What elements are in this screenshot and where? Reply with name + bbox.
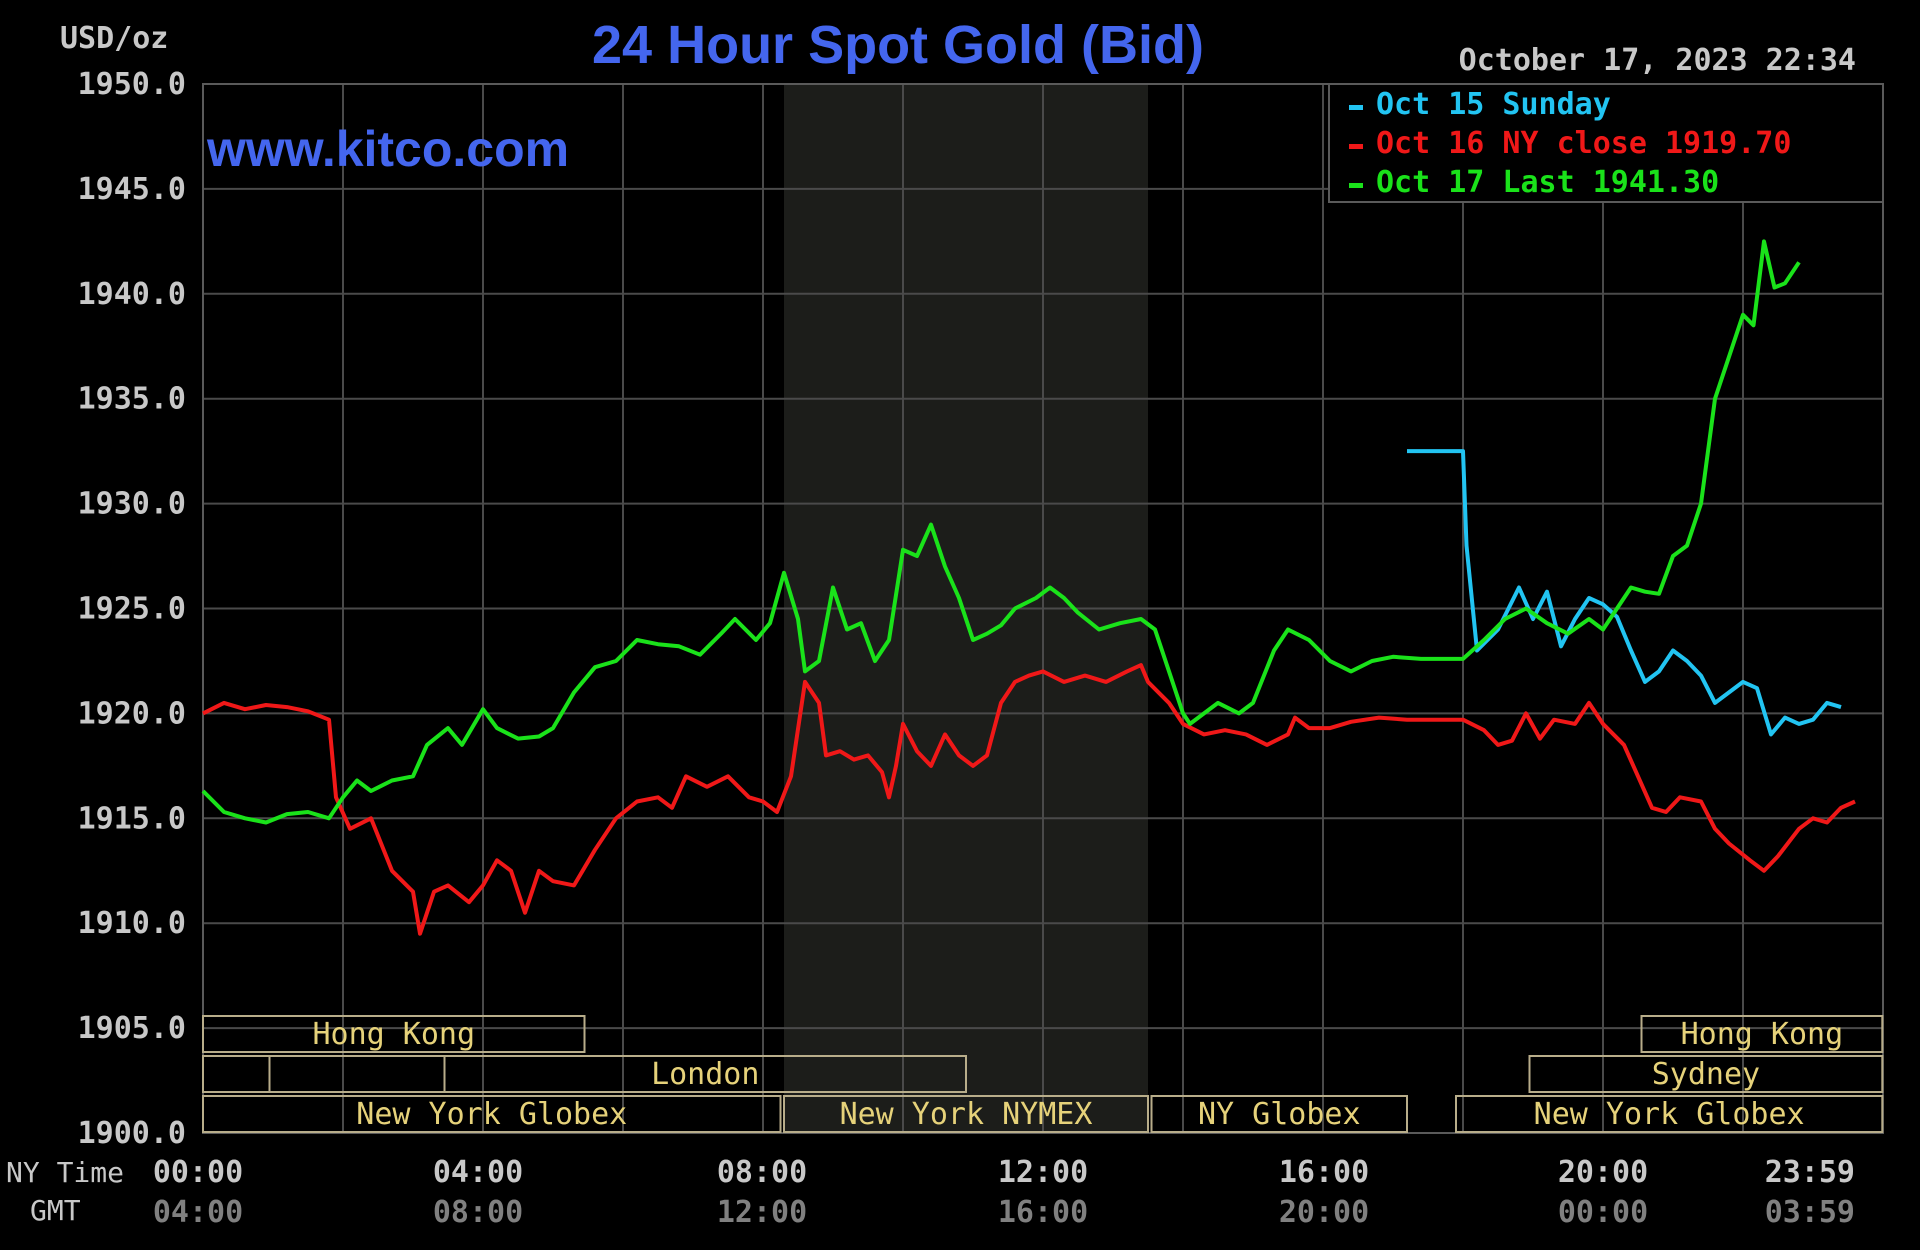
legend-entry: Oct 15 Sunday <box>1376 87 1611 122</box>
series-line-1 <box>202 663 1856 936</box>
y-tick-label: 1910.0 <box>78 906 186 941</box>
session-label: NY Globex <box>1198 1097 1361 1132</box>
session-box <box>202 1095 782 1133</box>
price-series <box>201 239 1856 936</box>
session-box <box>202 1015 586 1053</box>
gmt-label: GMT <box>30 1194 81 1227</box>
session-box <box>443 1055 967 1093</box>
chart-timestamp: October 17, 2023 22:34 <box>1459 43 1856 78</box>
watermark: www.kitco.com <box>206 121 569 177</box>
y-tick-label: 1930.0 <box>78 487 186 522</box>
x-tick-label-gmt: 00:00 <box>1558 1195 1648 1230</box>
x-tick-label-ny: 20:00 <box>1558 1155 1648 1190</box>
y-tick-label: 1905.0 <box>78 1011 186 1046</box>
x-tick-label-ny: 04:00 <box>433 1155 523 1190</box>
session-box <box>1455 1095 1884 1133</box>
session-label: New York Globex <box>1534 1097 1805 1132</box>
legend-entry: Oct 16 NY close 1919.70 <box>1376 126 1791 161</box>
y-axis-unit: USD/oz <box>60 21 168 56</box>
x-tick-label-gmt: 12:00 <box>717 1195 807 1230</box>
y-axis-ticks: 1950.0 1945.0 1940.0 1935.0 1930.0 1925.0 1920… <box>78 67 186 1151</box>
y-tick-label: 1945.0 <box>78 172 186 207</box>
legend-box <box>1328 83 1884 203</box>
legend-marker <box>1349 144 1363 149</box>
session-label: Hong Kong <box>312 1017 475 1052</box>
legend-marker <box>1349 105 1363 110</box>
session-box <box>783 1095 1149 1133</box>
ny-time-label: NY Time <box>6 1156 124 1189</box>
y-tick-label: 1920.0 <box>78 696 186 731</box>
x-tick-label-ny: 12:00 <box>998 1155 1088 1190</box>
x-tick-label-gmt: 16:00 <box>998 1195 1088 1230</box>
y-tick-label: 1950.0 <box>78 67 186 102</box>
x-axis-ticks: NY Time GMT 00:00 04:00 08:00 12:00 16:00 20:… <box>6 1155 1855 1230</box>
y-tick-label: 1925.0 <box>78 592 186 627</box>
x-tick-label-ny: 16:00 <box>1279 1155 1369 1190</box>
session-box <box>1640 1015 1884 1053</box>
series-line-2 <box>201 239 1801 825</box>
x-tick-label-ny: 23:59 <box>1765 1155 1855 1190</box>
session-label: Hong Kong <box>1681 1017 1844 1052</box>
grid-lines <box>203 84 1883 1133</box>
session-label: Sydney <box>1652 1057 1760 1092</box>
session-label: New York Globex <box>356 1097 627 1132</box>
legend-entry: Oct 17 Last 1941.30 <box>1376 165 1719 200</box>
session-box <box>1150 1095 1408 1133</box>
x-tick-label-ny: 08:00 <box>717 1155 807 1190</box>
session-label: New York NYMEX <box>840 1097 1093 1132</box>
series-line-0 <box>1407 449 1842 737</box>
x-tick-label-gmt: 08:00 <box>433 1195 523 1230</box>
legend-marker <box>1349 183 1363 188</box>
x-tick-label-gmt: 04:00 <box>153 1195 243 1230</box>
legend: Oct 15 Sunday Oct 16 NY close 1919.70 Oct … <box>1328 83 1884 203</box>
y-tick-label: 1940.0 <box>78 277 186 312</box>
market-sessions: Hong Kong Hong Kong London Sydney New York G… <box>202 1015 1884 1133</box>
y-tick-label: 1935.0 <box>78 382 186 417</box>
y-tick-label: 1900.0 <box>78 1116 186 1151</box>
session-label: London <box>651 1057 759 1092</box>
y-tick-label: 1915.0 <box>78 801 186 836</box>
session-box <box>1528 1055 1884 1093</box>
x-tick-label-ny: 00:00 <box>153 1155 243 1190</box>
x-tick-label-gmt: 03:59 <box>1765 1195 1855 1230</box>
chart-title: 24 Hour Spot Gold (Bid) <box>592 15 1204 75</box>
x-tick-label-gmt: 20:00 <box>1279 1195 1369 1230</box>
